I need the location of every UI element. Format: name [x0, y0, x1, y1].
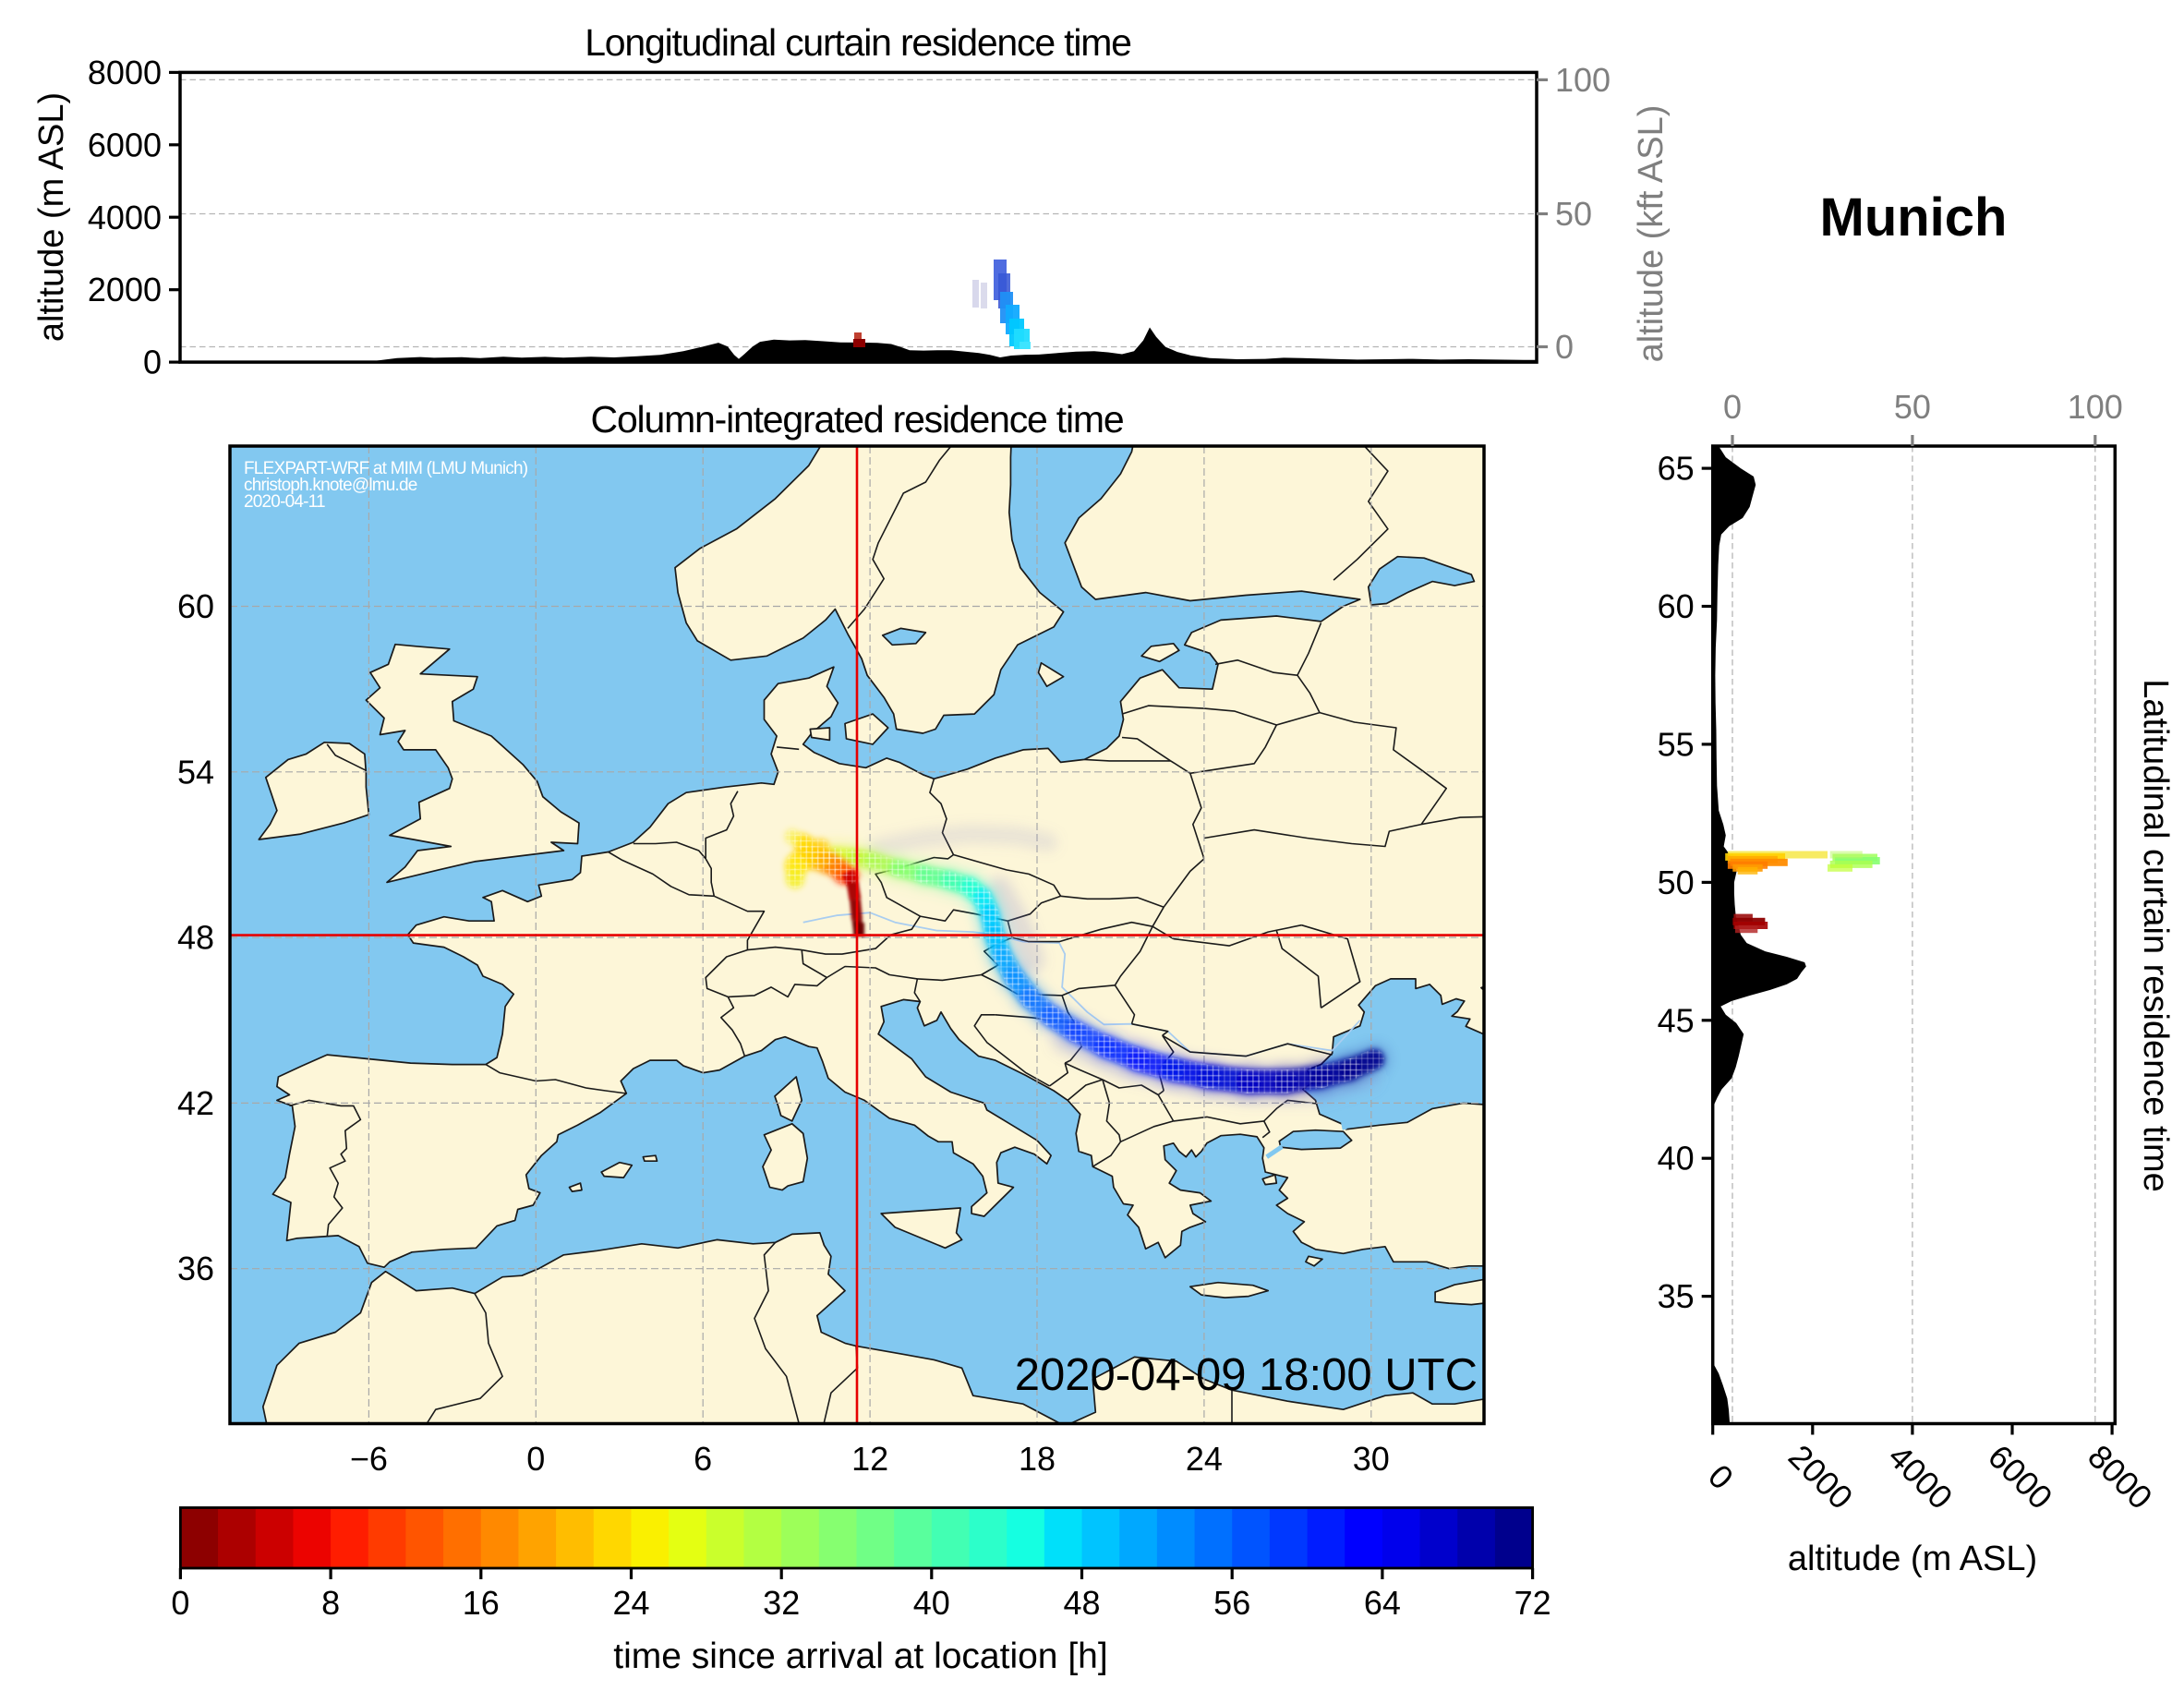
svg-text:2000: 2000: [1781, 1437, 1861, 1516]
svg-text:christoph.knote@lmu.de: christoph.knote@lmu.de: [244, 476, 417, 495]
svg-text:8000: 8000: [88, 54, 162, 91]
svg-text:50: 50: [1555, 195, 1592, 233]
svg-text:altitude (m ASL): altitude (m ASL): [32, 92, 71, 342]
svg-text:0: 0: [143, 344, 162, 381]
svg-text:6000: 6000: [88, 126, 162, 163]
svg-text:35: 35: [1658, 1277, 1695, 1315]
svg-text:4000: 4000: [1881, 1437, 1961, 1516]
svg-text:72: 72: [1514, 1584, 1551, 1622]
svg-text:60: 60: [1658, 587, 1695, 625]
svg-text:6: 6: [694, 1440, 712, 1478]
svg-text:48: 48: [177, 919, 214, 957]
svg-text:Latitudinal curtain residence: Latitudinal curtain residence time: [2136, 679, 2175, 1192]
svg-text:40: 40: [1658, 1140, 1695, 1178]
svg-text:100: 100: [2068, 388, 2123, 426]
svg-text:50: 50: [1658, 864, 1695, 901]
svg-text:0: 0: [1555, 328, 1574, 366]
svg-text:36: 36: [177, 1250, 214, 1287]
svg-text:54: 54: [177, 753, 214, 791]
svg-text:Column-integrated residence ti: Column-integrated residence time: [591, 398, 1124, 441]
svg-text:2000: 2000: [88, 271, 162, 308]
svg-text:time since arrival at location: time since arrival at location [h]: [613, 1637, 1107, 1676]
svg-text:4000: 4000: [88, 199, 162, 236]
svg-text:8000: 8000: [2081, 1437, 2160, 1516]
svg-text:altitude (m ASL): altitude (m ASL): [1788, 1540, 2037, 1578]
svg-text:30: 30: [1353, 1440, 1390, 1478]
svg-text:64: 64: [1364, 1584, 1401, 1622]
svg-text:0: 0: [526, 1440, 545, 1478]
svg-text:Munich: Munich: [1820, 187, 2008, 248]
svg-text:65: 65: [1658, 450, 1695, 488]
svg-text:24: 24: [1186, 1440, 1223, 1478]
svg-text:40: 40: [913, 1584, 950, 1622]
svg-text:0: 0: [1723, 388, 1742, 426]
svg-text:2020-04-11: 2020-04-11: [244, 492, 325, 512]
svg-text:16: 16: [463, 1584, 500, 1622]
svg-text:FLEXPART-WRF at MIM (LMU Munic: FLEXPART-WRF at MIM (LMU Munich): [244, 459, 528, 478]
svg-text:55: 55: [1658, 725, 1695, 763]
svg-text:8: 8: [321, 1584, 340, 1622]
svg-text:12: 12: [851, 1440, 888, 1478]
svg-text:0: 0: [171, 1584, 189, 1622]
svg-text:56: 56: [1213, 1584, 1250, 1622]
svg-text:18: 18: [1019, 1440, 1056, 1478]
svg-text:45: 45: [1658, 1001, 1695, 1039]
svg-text:−6: −6: [350, 1440, 388, 1478]
svg-text:24: 24: [612, 1584, 649, 1622]
svg-text:60: 60: [177, 587, 214, 625]
svg-text:6000: 6000: [1981, 1437, 2060, 1516]
svg-text:50: 50: [1894, 388, 1931, 426]
svg-text:Longitudinal curtain residence: Longitudinal curtain residence time: [585, 21, 1131, 64]
svg-text:altitude (kft ASL): altitude (kft ASL): [1632, 105, 1671, 363]
svg-text:32: 32: [763, 1584, 800, 1622]
svg-text:2020-04-09 18:00 UTC: 2020-04-09 18:00 UTC: [1015, 1350, 1478, 1400]
svg-text:100: 100: [1555, 61, 1611, 99]
svg-text:48: 48: [1063, 1584, 1100, 1622]
svg-text:0: 0: [1701, 1457, 1741, 1497]
svg-text:42: 42: [177, 1084, 214, 1122]
